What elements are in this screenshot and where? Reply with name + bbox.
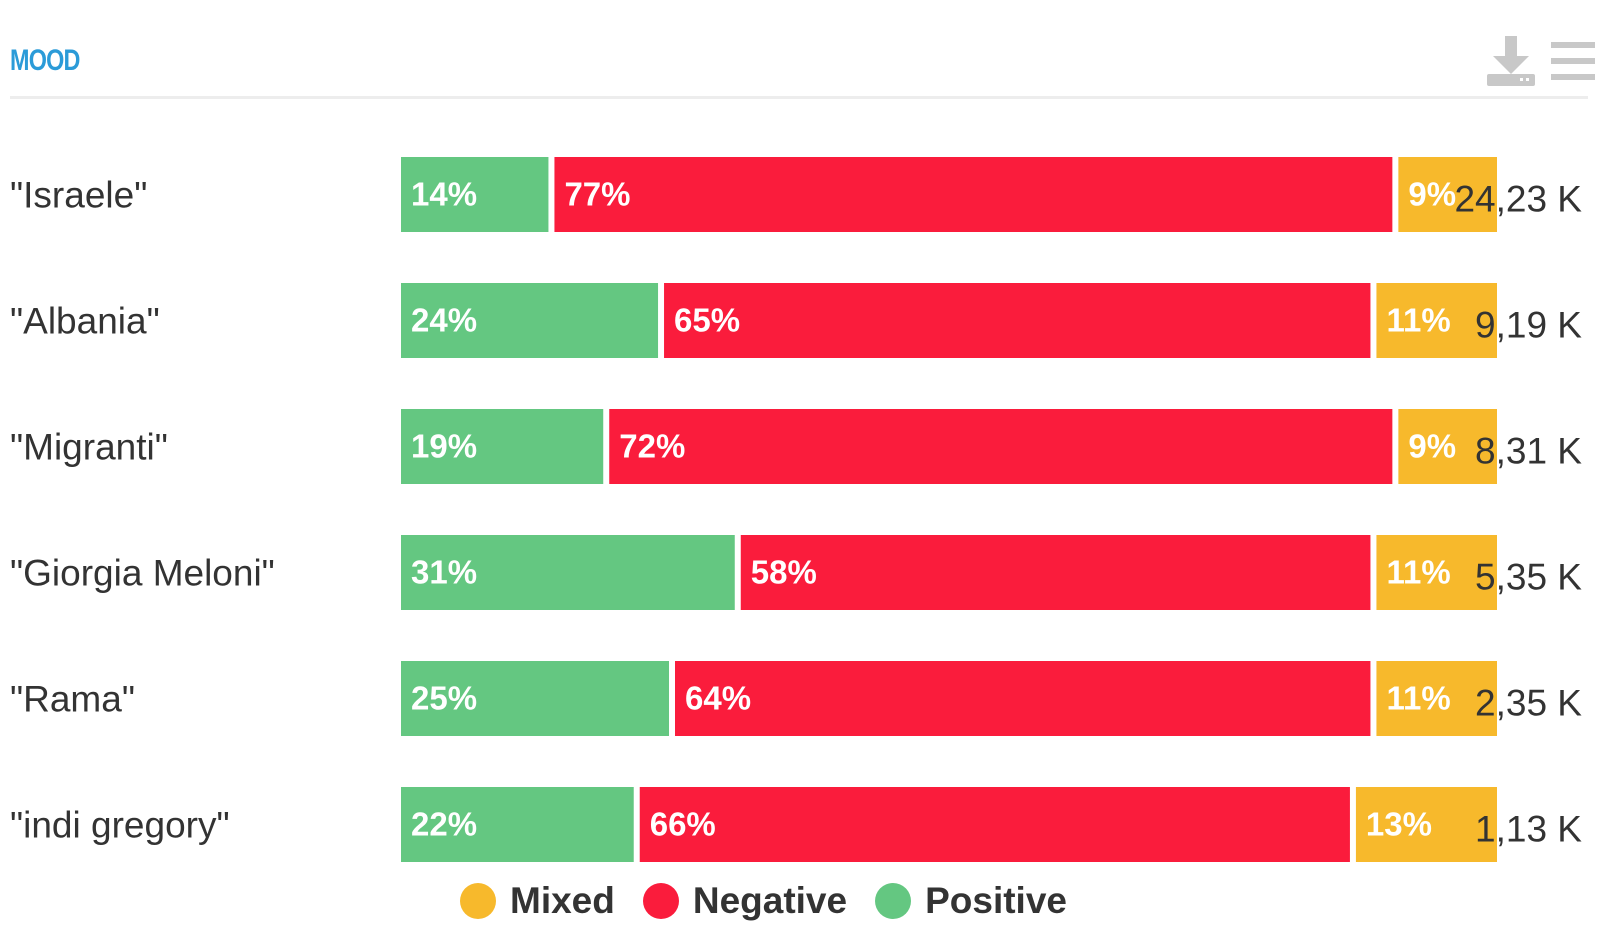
data-label-negative: 77% xyxy=(564,176,630,213)
bar-segment-positive[interactable] xyxy=(401,283,659,358)
data-label-negative: 66% xyxy=(650,806,716,843)
legend-label-positive: Positive xyxy=(925,880,1067,921)
bar-segment-positive[interactable] xyxy=(401,409,604,484)
bar-segment-mixed[interactable] xyxy=(1376,661,1497,736)
bar-segment-negative[interactable] xyxy=(675,661,1371,736)
data-label-negative: 58% xyxy=(751,554,817,591)
data-label-negative: 72% xyxy=(619,428,685,465)
data-label-mixed: 13% xyxy=(1366,806,1432,843)
bar-segment-negative[interactable] xyxy=(554,157,1393,232)
total-value: 24,23 K xyxy=(1454,179,1582,220)
bar-segment-negative[interactable] xyxy=(609,409,1393,484)
data-label-positive: 19% xyxy=(411,428,477,465)
bar-segment-positive[interactable] xyxy=(401,157,549,232)
bar-segment-positive[interactable] xyxy=(401,535,735,610)
total-value: 2,35 K xyxy=(1475,683,1582,724)
data-label-mixed: 11% xyxy=(1386,680,1450,717)
legend-label-negative: Negative xyxy=(692,880,848,921)
bar-segment-mixed[interactable] xyxy=(1376,283,1497,358)
data-label-negative: 65% xyxy=(674,302,740,339)
legend-dot-mixed xyxy=(460,883,496,919)
bar-segment-mixed[interactable] xyxy=(1376,535,1497,610)
data-label-positive: 31% xyxy=(411,554,477,591)
chart-legend: Mixed Negative Positive xyxy=(460,880,1067,922)
data-label-negative: 64% xyxy=(685,680,751,717)
chart-header: MOOD xyxy=(10,0,1595,99)
legend-item-mixed[interactable]: Mixed xyxy=(460,880,615,922)
category-label: "Giorgia Meloni" xyxy=(10,553,275,594)
legend-item-positive[interactable]: Positive xyxy=(875,880,1067,922)
legend-dot-positive xyxy=(875,883,912,919)
bar-segment-positive[interactable] xyxy=(401,787,634,862)
bar-segment-positive[interactable] xyxy=(401,661,669,736)
total-value: 9,19 K xyxy=(1475,305,1582,346)
data-label-positive: 14% xyxy=(411,176,477,213)
total-value: 1,13 K xyxy=(1475,809,1582,850)
data-label-mixed: 11% xyxy=(1386,302,1450,339)
bar-segment-negative[interactable] xyxy=(664,283,1371,358)
data-label-positive: 24% xyxy=(411,302,477,339)
hamburger-menu-icon xyxy=(1551,42,1595,80)
legend-item-negative[interactable]: Negative xyxy=(642,880,848,922)
data-label-positive: 25% xyxy=(411,680,477,717)
bar-segment-mixed[interactable] xyxy=(1355,787,1497,862)
category-label: "Migranti" xyxy=(10,427,168,468)
data-label-mixed: 9% xyxy=(1408,428,1456,465)
bar-segment-mixed[interactable] xyxy=(1398,157,1497,232)
bar-segment-negative[interactable] xyxy=(740,535,1371,610)
category-label: "indi gregory" xyxy=(10,805,230,846)
total-value: 5,35 K xyxy=(1475,557,1582,598)
bar-segment-mixed[interactable] xyxy=(1398,409,1497,484)
total-value: 8,31 K xyxy=(1475,431,1582,472)
mood-stacked-bar-chart: "Israele" 14% 77% 9%24,23 K"Albania" 24% 65% 1… xyxy=(10,157,1582,862)
category-label: "Albania" xyxy=(10,301,160,342)
data-label-mixed: 9% xyxy=(1408,176,1456,213)
download-icon xyxy=(1487,36,1535,86)
legend-dot-negative xyxy=(642,883,679,919)
menu-button[interactable] xyxy=(1551,40,1595,82)
download-button[interactable] xyxy=(1487,36,1535,88)
data-label-positive: 22% xyxy=(411,806,477,843)
category-label: "Israele" xyxy=(10,175,147,216)
chart-title: MOOD xyxy=(10,44,80,77)
data-label-mixed: 11% xyxy=(1386,554,1450,591)
bar-segment-negative[interactable] xyxy=(639,787,1350,862)
legend-label-mixed: Mixed xyxy=(510,880,615,921)
category-label: "Rama" xyxy=(10,679,135,720)
